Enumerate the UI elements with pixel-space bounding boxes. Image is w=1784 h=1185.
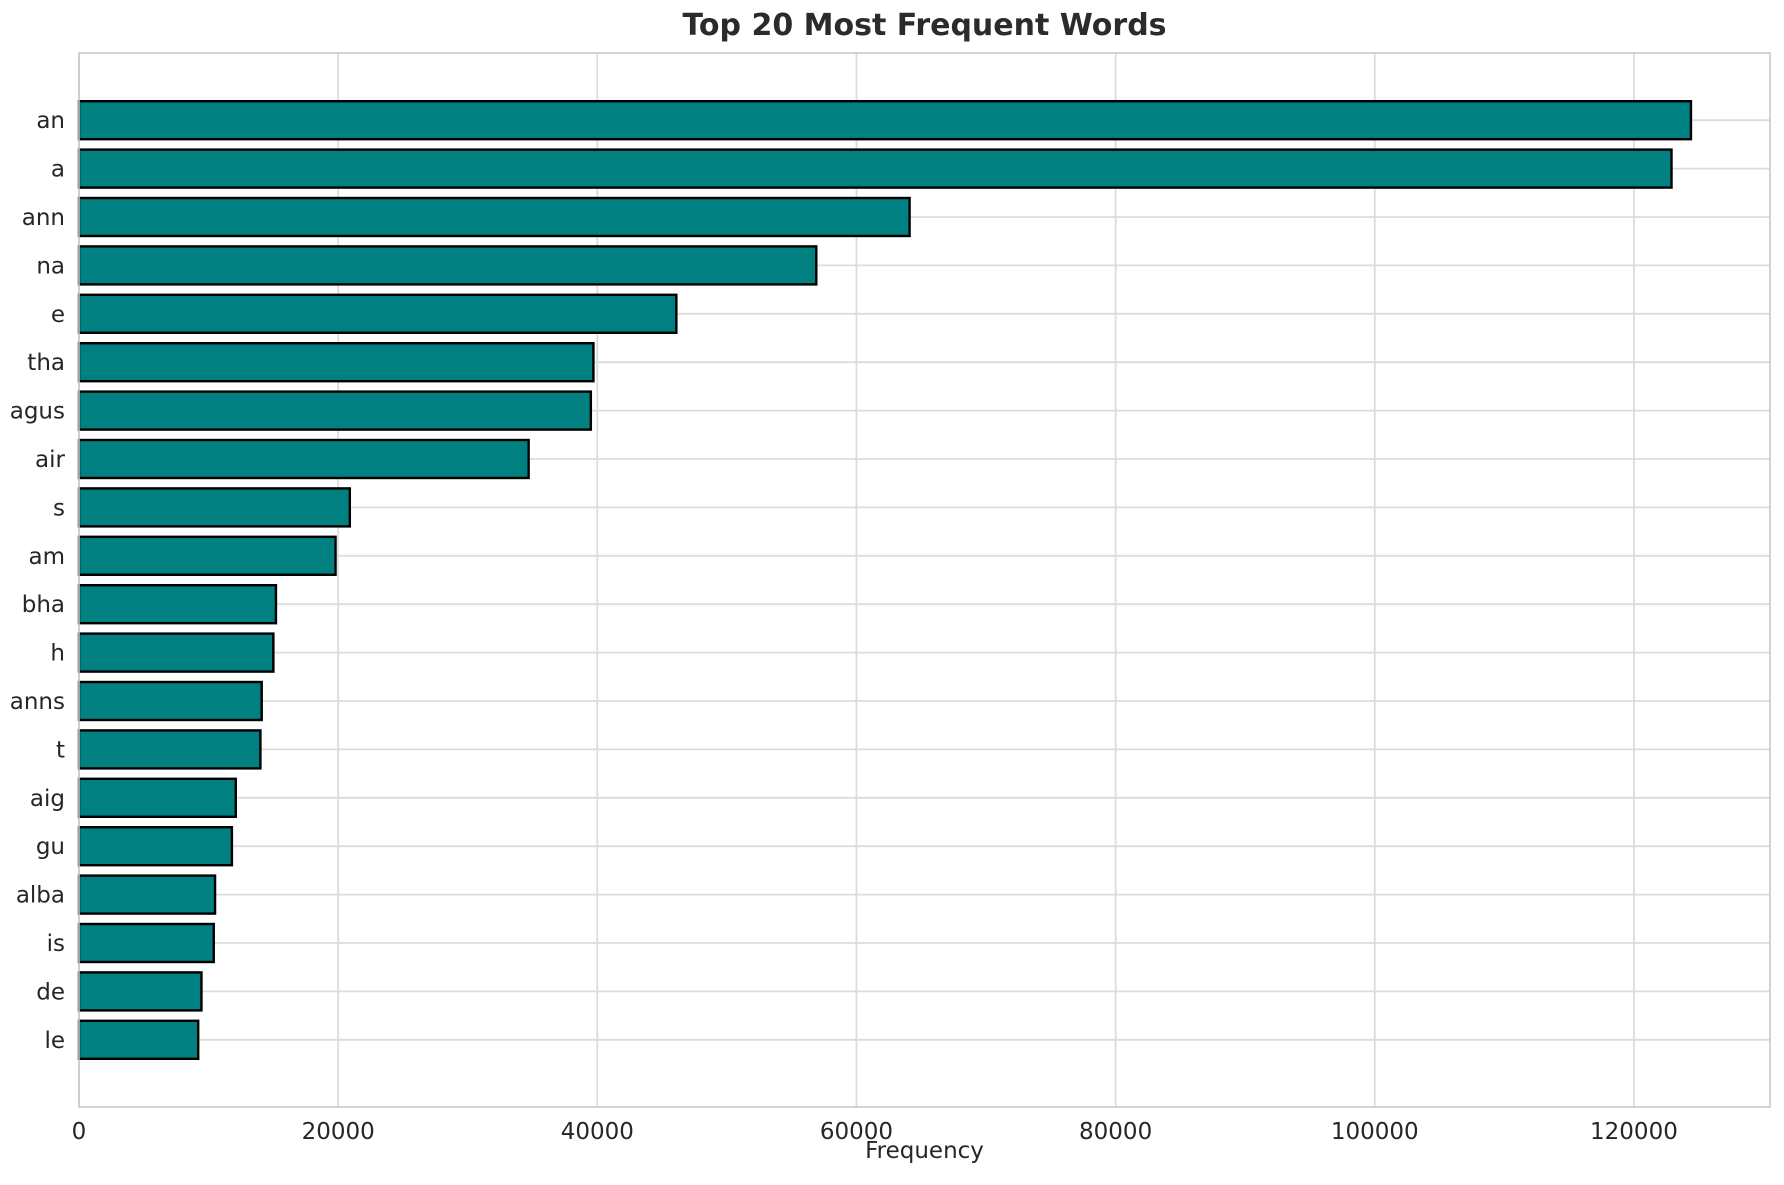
x-axis-label: Frequency (865, 1138, 984, 1164)
bar-am (77, 535, 337, 576)
bar-le (77, 1019, 200, 1060)
bar-ann (77, 196, 911, 238)
bar-gu (77, 826, 234, 867)
x-tick-label: 0 (72, 1119, 87, 1145)
y-tick-label: anns (10, 689, 65, 715)
bar-bha (77, 584, 278, 625)
y-tick-label: is (47, 931, 65, 957)
bar-e (77, 293, 678, 334)
y-tick-label: s (53, 495, 65, 521)
bar-na (77, 245, 818, 286)
bar-an (77, 99, 1693, 141)
y-tick-label: a (51, 157, 65, 183)
x-tick-label: 60000 (820, 1119, 893, 1145)
y-tick-label: na (36, 253, 65, 279)
bar-tha (77, 342, 595, 383)
y-tick-label: am (29, 544, 66, 570)
bar-aig (77, 777, 237, 818)
y-tick-label: h (50, 641, 65, 667)
y-tick-label: an (36, 108, 65, 134)
bar-s (77, 487, 352, 528)
y-tick-label: de (36, 979, 65, 1005)
chart-title: Top 20 Most Frequent Words (682, 8, 1167, 43)
y-tick-label: gu (36, 834, 65, 860)
x-tick-label: 80000 (1079, 1119, 1152, 1145)
y-tick-label: bha (22, 592, 65, 618)
y-tick-label: aig (30, 786, 65, 812)
y-tick-label: t (56, 737, 65, 763)
y-tick-label: le (44, 1028, 65, 1054)
bar-is (77, 922, 215, 964)
bar-t (77, 729, 262, 770)
x-tick-label: 120000 (1590, 1119, 1678, 1145)
bar-alba (77, 874, 217, 915)
x-tick-label: 40000 (561, 1119, 634, 1145)
bar-de (77, 971, 203, 1012)
axes-frame (78, 52, 1771, 1108)
bar-anns (77, 680, 263, 722)
x-tick-label: 100000 (1331, 1119, 1419, 1145)
y-tick-label: tha (27, 350, 65, 376)
y-tick-label: alba (16, 883, 65, 909)
y-tick-label: e (51, 302, 65, 328)
bar-h (77, 632, 275, 673)
bar-agus (77, 390, 593, 431)
bar-air (77, 438, 530, 480)
y-tick-label: agus (10, 399, 65, 425)
y-tick-label: ann (22, 205, 65, 231)
x-tick-label: 20000 (302, 1119, 375, 1145)
bar-a (77, 148, 1673, 189)
y-tick-label: air (35, 447, 65, 473)
